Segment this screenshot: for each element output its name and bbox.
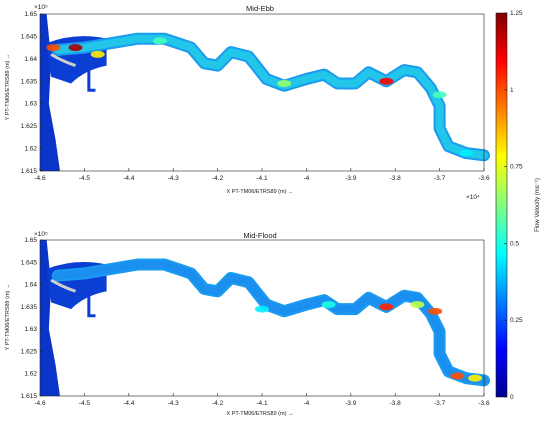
colorbar-label: Flow Velocity (ms⁻¹) xyxy=(535,178,541,232)
x-tick-label: -3.9 xyxy=(345,175,357,182)
velocity-hotspot xyxy=(410,301,425,309)
y-axis: 1.615 1.62 1.625 1.63 1.635 1.64 1.645 1.65 xyxy=(21,11,43,175)
y-tick-label: 1.62 xyxy=(24,371,37,378)
panel-title: Mid-Flood xyxy=(243,231,276,240)
y-tick-label: 1.62 xyxy=(24,146,37,153)
x-tick-label: -4.1 xyxy=(256,175,268,182)
x-tick-label: -4 xyxy=(304,175,310,182)
velocity-hotspot xyxy=(428,307,443,315)
x-tick-label: -4.5 xyxy=(79,175,91,182)
y-tick-label: 1.615 xyxy=(21,393,38,400)
velocity-hotspot xyxy=(321,301,336,309)
x-tick-label: -4.3 xyxy=(168,175,180,182)
plot-background xyxy=(40,14,484,171)
side-channel xyxy=(87,54,96,92)
y-tick-label: 1.635 xyxy=(21,78,38,85)
velocity-hotspot xyxy=(152,37,167,45)
colorbar-tick-label: 0.75 xyxy=(510,164,523,171)
velocity-hotspot xyxy=(255,305,269,313)
y-exponent-label: ×10⁵ xyxy=(34,4,48,11)
x-tick-label: -4.4 xyxy=(123,175,135,182)
x-tick-label: -3.8 xyxy=(390,400,402,407)
colorbar-tick-label: 1.25 xyxy=(510,10,523,17)
x-tick-label: -3.6 xyxy=(478,400,490,407)
x-tick-label: -4.4 xyxy=(123,400,135,407)
y-tick-label: 1.64 xyxy=(24,282,37,289)
x-tick-label: -3.6 xyxy=(478,175,490,182)
plot-area xyxy=(39,13,490,172)
side-channel xyxy=(87,280,96,318)
y-tick-label: 1.615 xyxy=(21,168,38,175)
velocity-hotspot xyxy=(277,80,292,88)
x-axis: -4.6 -4.5 -4.4 -4.3 -4.2 -4.1 -4 -3.9 -3.8 -3.7 -3… xyxy=(34,168,490,182)
panel-mid-ebb: Mid-Ebb ×10⁵ 1.615 1.62 1.625 1.63 1.635 1.64… xyxy=(5,4,490,201)
x-tick-label: -4 xyxy=(304,400,310,407)
velocity-hotspot xyxy=(450,372,465,380)
y-axis: 1.615 1.62 1.625 1.63 1.635 1.64 1.645 1.65 xyxy=(21,237,43,400)
x-axis-label: X PT-TM06/ETRS89 (m) → xyxy=(227,411,294,417)
ocean-region xyxy=(40,240,60,396)
river-channel xyxy=(53,34,488,160)
y-axis-label: Y PT-TM06/ETRS89 (m) → xyxy=(5,54,11,121)
velocity-hotspot xyxy=(459,149,474,157)
x-tick-label: -3.9 xyxy=(345,400,357,407)
velocity-hotspot xyxy=(432,91,447,99)
colorbar-tick-label: 1 xyxy=(510,87,514,94)
x-tick-label: -3.7 xyxy=(434,175,446,182)
x-tick-label: -4.5 xyxy=(79,400,91,407)
colorbar-gradient xyxy=(495,12,508,398)
y-tick-label: 1.645 xyxy=(21,33,38,40)
sandbar xyxy=(50,53,76,68)
x-tick-label: -4.2 xyxy=(212,400,224,407)
y-tick-label: 1.65 xyxy=(24,11,37,18)
y-tick-label: 1.625 xyxy=(21,123,38,130)
plot-background xyxy=(40,240,484,396)
colorbar-tick-label: 0.5 xyxy=(510,240,519,247)
x-axis: -4.6 -4.5 -4.4 -4.3 -4.2 -4.1 -4 -3.9 -3.8 -3.7 -3… xyxy=(34,393,490,407)
velocity-hotspot xyxy=(68,44,83,52)
panel-mid-flood: Mid-Flood ×10⁵ 1.6151.621.6251.631.6351.… xyxy=(5,231,490,417)
panel-title: Mid-Ebb xyxy=(246,4,274,13)
x-exponent-label: ×10⁴ xyxy=(466,194,480,201)
velocity-hotspot xyxy=(379,77,394,85)
y-tick-label: 1.645 xyxy=(21,259,38,266)
velocity-hotspot xyxy=(90,50,105,58)
y-axis-label: Y PT-TM06/ETRS89 (m) → xyxy=(5,284,11,351)
colorbar: 0 0.25 0.5 0.75 1 1.25 Flow Velocity (ms⁻¹) xyxy=(495,10,541,401)
colorbar-tick-label: 0 xyxy=(510,394,514,401)
x-tick-label: -4.2 xyxy=(212,175,224,182)
x-tick-label: -3.7 xyxy=(434,400,446,407)
x-tick-label: -3.8 xyxy=(390,175,402,182)
sandbar xyxy=(50,278,76,293)
y-tick-label: 1.635 xyxy=(21,304,38,311)
velocity-hotspot xyxy=(46,44,61,52)
y-tick-label: 1.625 xyxy=(21,348,38,355)
ocean-region xyxy=(40,14,60,171)
y-tick-label: 1.64 xyxy=(24,56,37,63)
x-tick-label: -4.6 xyxy=(34,175,46,182)
x-axis-label: X PT-TM06/ETRS89 (m) → xyxy=(227,189,294,195)
x-tick-label: -4.1 xyxy=(256,400,268,407)
y-tick-label: 1.63 xyxy=(24,326,37,333)
x-tick-label: -4.6 xyxy=(34,400,46,407)
velocity-hotspot xyxy=(468,374,483,382)
x-tick-label: -4.3 xyxy=(168,400,180,407)
colorbar-tick-label: 0.25 xyxy=(510,317,523,324)
y-tick-label: 1.65 xyxy=(24,237,37,244)
colorbar-ticks: 0 0.25 0.5 0.75 1 1.25 xyxy=(504,10,523,401)
y-tick-label: 1.63 xyxy=(24,101,37,108)
plot-area xyxy=(39,239,490,397)
velocity-hotspot xyxy=(379,303,394,311)
y-exponent-label: ×10⁵ xyxy=(34,231,48,238)
river-channel xyxy=(53,260,488,385)
